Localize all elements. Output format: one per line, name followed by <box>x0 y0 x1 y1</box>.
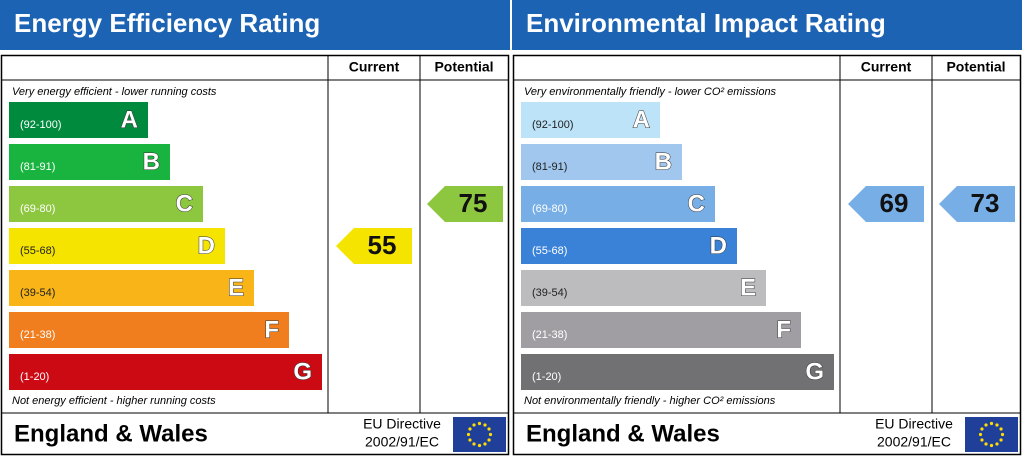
eu-star <box>980 438 984 442</box>
rating-arrow <box>939 186 1015 222</box>
band-bar <box>521 270 766 306</box>
eu-star <box>999 427 1003 431</box>
band-range: (92-100) <box>532 119 574 131</box>
band-range: (39-54) <box>20 287 55 299</box>
eu-star <box>472 423 476 427</box>
rating-arrow <box>336 228 412 264</box>
band-range: (21-38) <box>532 329 567 341</box>
band-range: (21-38) <box>20 329 55 341</box>
band-bar <box>9 354 322 390</box>
band-letter: G <box>293 358 312 385</box>
band-range: (81-91) <box>532 161 567 173</box>
band-bar <box>521 186 715 222</box>
band-bar <box>521 312 801 348</box>
eu-star <box>468 438 472 442</box>
column-header: Current <box>349 59 400 75</box>
top-note: Very environmentally friendly - lower CO… <box>524 86 777 98</box>
band-letter: E <box>228 274 244 301</box>
eu-star <box>466 432 471 437</box>
column-header: Potential <box>946 59 1005 75</box>
eu-star <box>1000 432 1005 437</box>
frame <box>512 54 1022 456</box>
column-header: Potential <box>434 59 493 75</box>
rating-arrow <box>427 186 503 222</box>
band-letter: A <box>633 106 650 133</box>
footer-directive: 2002/91/EC <box>877 434 951 450</box>
footer-directive: EU Directive <box>363 416 441 432</box>
band-bar <box>9 228 225 264</box>
eu-star <box>995 442 999 446</box>
footer-directive: EU Directive <box>875 416 953 432</box>
rating-value: 69 <box>880 188 909 218</box>
panel-title: Energy Efficiency Rating <box>14 8 320 38</box>
band-range: (1-20) <box>20 371 49 383</box>
eu-star <box>477 443 482 448</box>
band-letter: B <box>655 148 672 175</box>
rating-value: 73 <box>971 188 1000 218</box>
eu-star <box>472 442 476 446</box>
footer-region: England & Wales <box>526 420 720 447</box>
eu-star <box>477 421 482 426</box>
band-bar <box>9 102 148 138</box>
band-bar <box>9 270 254 306</box>
band-letter: C <box>176 190 193 217</box>
panel-title: Environmental Impact Rating <box>526 8 886 38</box>
band-bar <box>9 144 170 180</box>
band-letter: C <box>688 190 705 217</box>
eu-star <box>984 442 988 446</box>
band-letter: B <box>143 148 160 175</box>
top-note: Very energy efficient - lower running co… <box>12 86 217 98</box>
eu-star <box>487 427 491 431</box>
band-range: (81-91) <box>20 161 55 173</box>
footer-directive: 2002/91/EC <box>365 434 439 450</box>
band-bar <box>9 312 289 348</box>
eu-star <box>487 438 491 442</box>
band-letter: D <box>198 232 215 259</box>
eu-star <box>468 427 472 431</box>
band-range: (55-68) <box>20 245 55 257</box>
band-range: (92-100) <box>20 119 62 131</box>
band-letter: A <box>121 106 138 133</box>
band-letter: F <box>264 316 279 343</box>
eu-star <box>978 432 983 437</box>
band-letter: F <box>776 316 791 343</box>
band-bar <box>521 144 682 180</box>
band-range: (55-68) <box>532 245 567 257</box>
rating-panel: Energy Efficiency Rating Current Potential… <box>0 0 510 456</box>
eu-star <box>989 421 994 426</box>
band-bar <box>9 186 203 222</box>
footer-region: England & Wales <box>14 420 208 447</box>
band-letter: G <box>805 358 824 385</box>
band-range: (39-54) <box>532 287 567 299</box>
bottom-note: Not energy efficient - higher running co… <box>12 395 216 407</box>
band-range: (1-20) <box>532 371 561 383</box>
column-header: Current <box>861 59 912 75</box>
rating-value: 75 <box>459 188 488 218</box>
eu-star <box>483 442 487 446</box>
band-letter: E <box>740 274 756 301</box>
title-bar <box>512 0 1022 50</box>
band-bar <box>521 228 737 264</box>
eu-star <box>999 438 1003 442</box>
frame <box>0 54 510 456</box>
rating-arrow <box>848 186 924 222</box>
eu-star <box>984 423 988 427</box>
band-range: (69-80) <box>532 203 567 215</box>
band-bar <box>521 354 834 390</box>
band-range: (69-80) <box>20 203 55 215</box>
eu-star <box>980 427 984 431</box>
eu-star <box>989 443 994 448</box>
band-letter: D <box>710 232 727 259</box>
title-bar <box>0 0 510 50</box>
eu-star <box>488 432 493 437</box>
eu-star <box>995 423 999 427</box>
band-bar <box>521 102 660 138</box>
rating-value: 55 <box>368 230 397 260</box>
bottom-note: Not environmentally friendly - higher CO… <box>524 395 776 407</box>
eu-star <box>483 423 487 427</box>
rating-panel: Environmental Impact Rating Current Potent… <box>512 0 1022 456</box>
